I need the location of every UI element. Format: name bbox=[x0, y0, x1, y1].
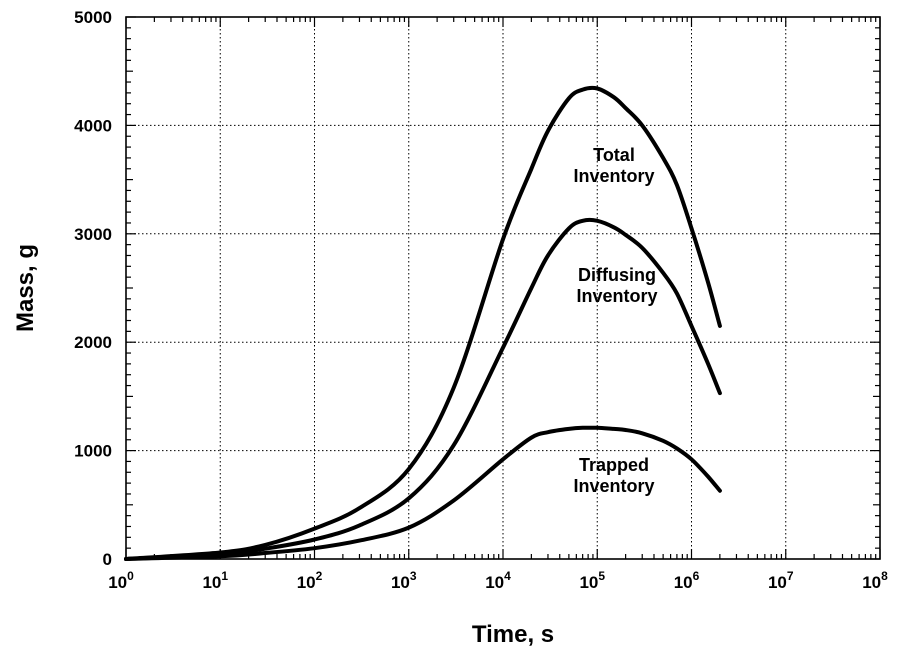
total-inventory-line bbox=[124, 85, 722, 561]
trapped-inventory-line bbox=[124, 425, 722, 561]
x-tick-label: 100 bbox=[108, 569, 134, 592]
x-tick-label: 106 bbox=[674, 569, 700, 592]
x-tick-label: 108 bbox=[862, 569, 888, 592]
x-tick-label: 102 bbox=[297, 569, 323, 592]
x-tick-label: 107 bbox=[768, 569, 794, 592]
y-tick-label: 2000 bbox=[74, 333, 112, 352]
trapped-inventory-label: Trapped bbox=[579, 455, 649, 475]
trapped-inventory-label: Inventory bbox=[573, 476, 654, 496]
y-tick-label: 4000 bbox=[74, 116, 112, 135]
y-tick-label: 1000 bbox=[74, 442, 112, 461]
x-tick-labels: 100 101 102 103 104 105 106 107 108 bbox=[108, 569, 888, 592]
x-axis-title: Time, s bbox=[472, 621, 554, 647]
x-tick-label: 105 bbox=[579, 569, 605, 592]
y-tick-label: 0 bbox=[103, 550, 112, 569]
series-annotations: TotalInventoryDiffusingInventoryTrappedI… bbox=[573, 145, 657, 496]
diffusing-inventory-label: Inventory bbox=[576, 286, 657, 306]
y-tick-label: 5000 bbox=[74, 8, 112, 27]
diffusing-inventory-label: Diffusing bbox=[578, 265, 656, 285]
total-inventory-label: Inventory bbox=[573, 166, 654, 186]
y-tick-labels: 0 1000 2000 3000 4000 5000 bbox=[74, 8, 112, 569]
x-tick-label: 104 bbox=[485, 569, 511, 592]
grid bbox=[126, 17, 880, 559]
plot-frame bbox=[125, 16, 881, 560]
y-tick-label: 3000 bbox=[74, 225, 112, 244]
x-tick-label: 101 bbox=[202, 569, 228, 592]
y-axis-title: Mass, g bbox=[12, 244, 39, 332]
total-inventory-label: Total bbox=[593, 145, 635, 165]
x-tick-label: 103 bbox=[391, 569, 417, 592]
series-lines bbox=[124, 85, 722, 561]
diffusing-inventory-line bbox=[124, 217, 722, 561]
